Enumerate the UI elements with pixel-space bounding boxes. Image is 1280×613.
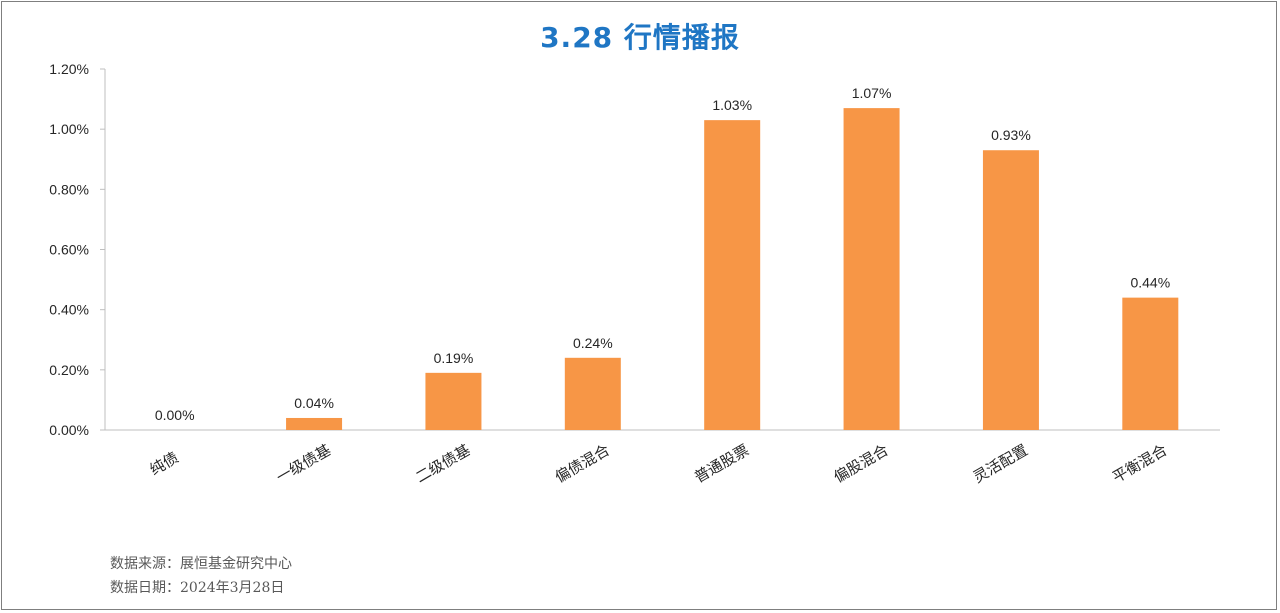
bar xyxy=(1122,297,1179,430)
data-label: 1.03% xyxy=(712,97,752,113)
bar xyxy=(286,417,343,430)
chart-axes xyxy=(104,69,1220,431)
y-tick-label: 0.20% xyxy=(49,362,89,378)
y-tick-label: 1.20% xyxy=(49,61,89,77)
y-tick-label: 0.80% xyxy=(49,181,89,197)
x-tick-label: 普通股票 xyxy=(691,441,752,487)
data-label: 0.19% xyxy=(434,350,474,366)
data-source-note: 数据来源：展恒基金研究中心 xyxy=(110,556,292,572)
data-label: 0.24% xyxy=(573,335,613,351)
y-tick-label: 0.60% xyxy=(49,242,89,258)
x-tick-label: 灵活配置 xyxy=(970,441,1031,487)
x-axis-ticks: 纯债 一级债基 二级债基 偏债混合 普通股票 偏股混合 灵活配置 平衡混合 xyxy=(147,441,1171,487)
x-tick-label: 二级债基 xyxy=(412,441,473,487)
x-tick-label: 一级债基 xyxy=(273,441,334,487)
bar xyxy=(425,372,482,430)
data-label: 0.44% xyxy=(1130,275,1170,291)
bar xyxy=(982,150,1039,430)
bar xyxy=(843,108,900,430)
x-tick-label: 偏债混合 xyxy=(552,441,613,487)
data-labels: 0.00% 0.04% 0.19% 0.24% 1.03% 1.07% 0.93% 0.44% xyxy=(155,85,1170,423)
x-tick-label: 偏股混合 xyxy=(831,441,892,487)
y-tick-label: 0.40% xyxy=(49,302,89,318)
data-label: 0.93% xyxy=(991,127,1031,143)
y-axis-ticks: 0.00% 0.20% 0.40% 0.60% 0.80% 1.00% 1.20% xyxy=(49,61,105,438)
y-tick-label: 1.00% xyxy=(49,121,89,137)
bar xyxy=(564,357,621,430)
bar xyxy=(704,120,761,431)
chart-title: 3.28 行情播报 xyxy=(540,21,740,54)
y-tick-label: 0.00% xyxy=(49,422,89,438)
x-tick-label: 纯债 xyxy=(147,448,182,479)
bars xyxy=(286,108,1179,431)
x-tick-label: 平衡混合 xyxy=(1109,441,1170,487)
data-label: 1.07% xyxy=(852,85,892,101)
data-date-note: 数据日期：2024年3月28日 xyxy=(110,580,285,596)
data-label: 0.00% xyxy=(155,407,195,423)
data-label: 0.04% xyxy=(294,395,334,411)
